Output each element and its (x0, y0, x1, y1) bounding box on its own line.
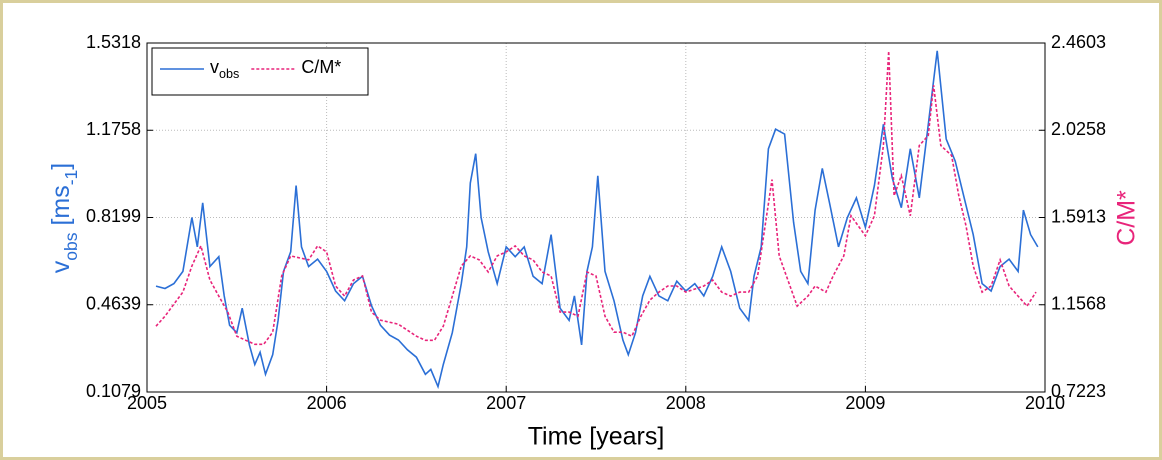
y-tick-label: 1.5318 (86, 32, 141, 52)
y-tick-label: 1.1758 (86, 119, 141, 139)
x-axis-label: Time [years] (528, 423, 665, 451)
x-tick-label: 2009 (845, 393, 885, 413)
legend-box (151, 47, 369, 96)
y2-axis-label: C/M* (1113, 190, 1141, 246)
x-tick-label: 2010 (1025, 393, 1065, 413)
y2-tick-label: 2.0258 (1051, 119, 1106, 139)
legend-label: C/M* (301, 57, 341, 77)
y-tick-label: 0.1079 (86, 381, 141, 401)
y-tick-label: 0.4639 (86, 293, 141, 313)
text-part: v (47, 260, 75, 273)
legend-label: vobs (210, 57, 239, 82)
y-tick-label: 0.8199 (86, 206, 141, 226)
text-part: ] (47, 163, 75, 170)
y-axis-label: vobs [ms-1] (47, 163, 81, 273)
text-part: C/M* (301, 57, 341, 77)
y2-tick-label: 1.5913 (1051, 206, 1106, 226)
y2-tick-label: 2.4603 (1051, 32, 1106, 52)
x-tick-label: 2008 (666, 393, 706, 413)
subscript: obs (219, 67, 239, 81)
series-line (155, 50, 1039, 390)
plot-border (146, 42, 1046, 393)
text-part: v (210, 57, 219, 77)
y2-tick-label: 0.7223 (1051, 381, 1106, 401)
x-tick-label: 2006 (307, 393, 347, 413)
subscript: obs (61, 232, 81, 260)
y2-tick-label: 1.1568 (1051, 294, 1106, 314)
x-tick-label: 2007 (486, 393, 526, 413)
subscript: -1 (61, 170, 81, 186)
text-part: [ms (47, 185, 75, 232)
x-tick-label: 2005 (127, 393, 167, 413)
series-line (155, 51, 1037, 346)
